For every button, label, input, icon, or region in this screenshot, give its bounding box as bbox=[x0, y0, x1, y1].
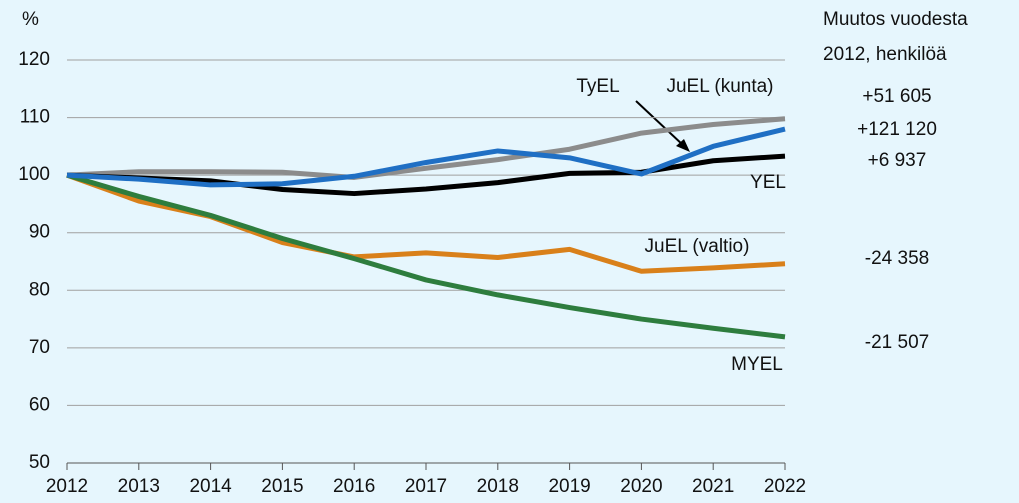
y-tick-label: 50 bbox=[29, 452, 50, 473]
y-tick-label: 100 bbox=[18, 164, 50, 185]
y-tick-label: 120 bbox=[18, 49, 50, 70]
series-label: TyEL bbox=[576, 76, 619, 97]
series-line bbox=[66, 172, 786, 340]
annotation-title: 2012, henkilöä bbox=[823, 44, 947, 65]
y-tick-label: 110 bbox=[20, 107, 50, 128]
series-line bbox=[66, 116, 786, 180]
change-label: -21 507 bbox=[865, 332, 929, 353]
arrow bbox=[635, 100, 685, 147]
x-tick-label: 2014 bbox=[189, 476, 232, 497]
series-label: JuEL (valtio) bbox=[645, 236, 750, 257]
x-tick-label: 2017 bbox=[405, 476, 447, 497]
x-tick-label: 2021 bbox=[692, 476, 734, 497]
y-tick-label: 80 bbox=[29, 279, 50, 300]
change-label: +6 937 bbox=[868, 150, 927, 171]
y-tick-label: 60 bbox=[29, 394, 50, 415]
series-line bbox=[66, 153, 786, 197]
change-label: +121 120 bbox=[857, 119, 937, 140]
x-tick-label: 2022 bbox=[764, 476, 806, 497]
series-label: YEL bbox=[750, 172, 786, 193]
x-tick-label: 2012 bbox=[46, 476, 88, 497]
change-label: -24 358 bbox=[865, 248, 929, 269]
x-tick-label: 2015 bbox=[261, 476, 303, 497]
x-tick-label: 2019 bbox=[548, 476, 590, 497]
x-tick-label: 2020 bbox=[620, 476, 662, 497]
series-label: JuEL (kunta) bbox=[666, 76, 773, 97]
y-unit: % bbox=[22, 9, 39, 30]
annotation-title: Muutos vuodesta bbox=[823, 9, 968, 30]
x-tick-label: 2013 bbox=[118, 476, 160, 497]
x-tick-label: 2016 bbox=[333, 476, 375, 497]
series-label: MYEL bbox=[731, 354, 783, 375]
y-tick-label: 90 bbox=[29, 222, 50, 243]
y-tick-label: 70 bbox=[29, 337, 50, 358]
arrow-head bbox=[676, 139, 690, 152]
change-label: +51 605 bbox=[862, 86, 931, 107]
x-tick-label: 2018 bbox=[477, 476, 519, 497]
series-line bbox=[66, 126, 786, 188]
